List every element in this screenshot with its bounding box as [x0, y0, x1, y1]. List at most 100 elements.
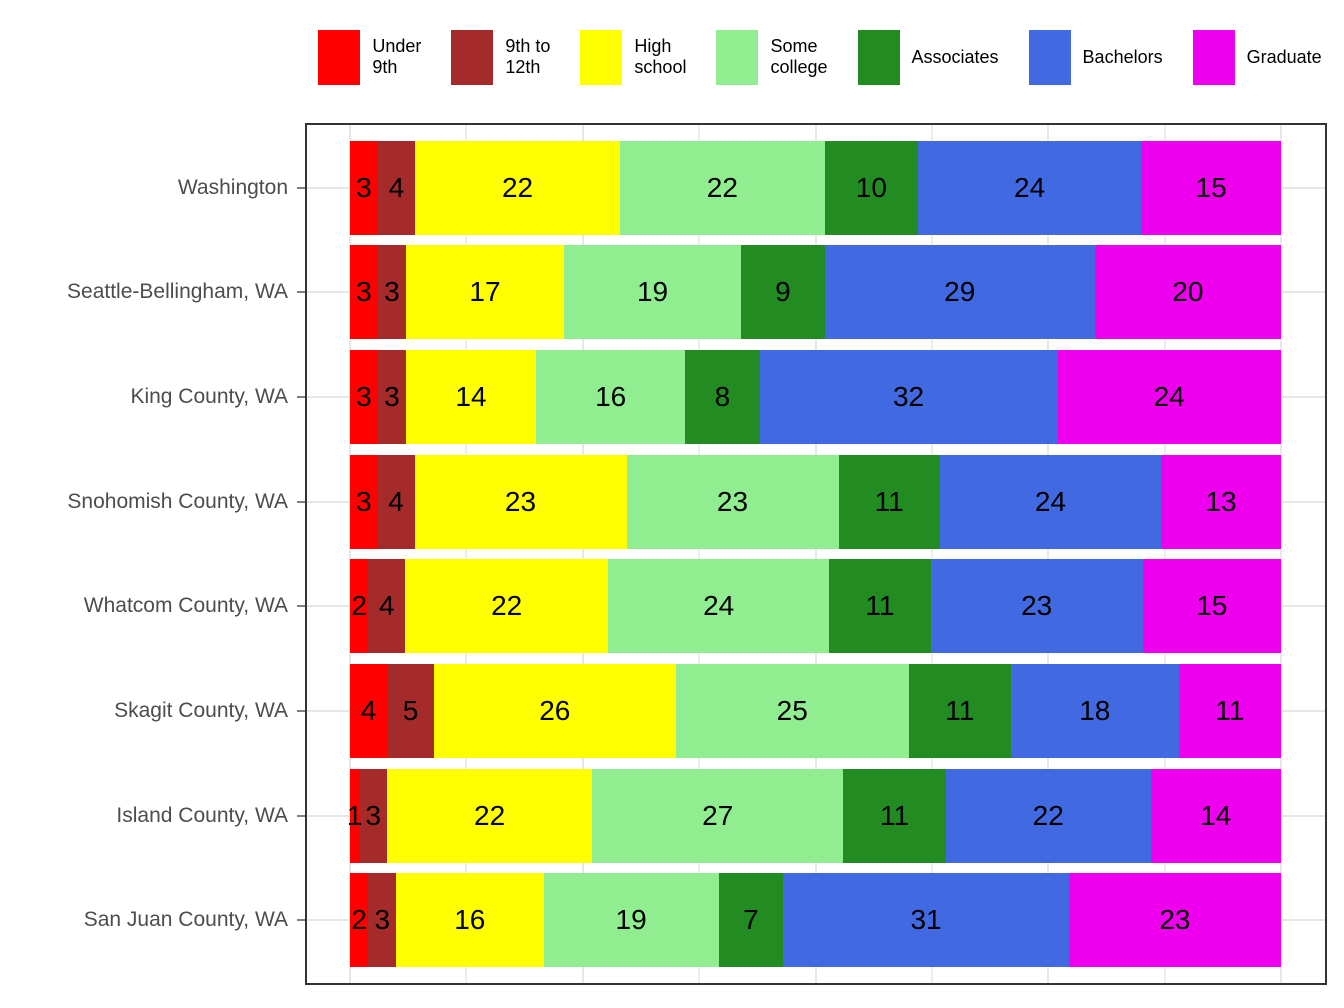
bar-value-label: 14 [1200, 799, 1232, 831]
bar-segment: 3 [359, 768, 388, 863]
y-axis-tick [297, 709, 305, 712]
bar-value-label: 3 [356, 276, 372, 308]
bar-value-label: 24 [1014, 171, 1046, 203]
legend-item-some-college: Some college [716, 29, 828, 85]
bar-value-label: 11 [1215, 694, 1245, 726]
bar-value-label: 23 [1021, 590, 1053, 622]
bar-value-label: 24 [1034, 485, 1067, 517]
gridline-major [1047, 125, 1050, 983]
bar-segment: 26 [433, 663, 676, 759]
legend-swatch [716, 29, 759, 85]
legend-swatch [857, 29, 900, 85]
y-axis-label: Island County, WA [116, 803, 288, 827]
bar-segment: 24 [939, 454, 1162, 549]
bar-segment: 14 [1150, 768, 1281, 863]
bar-value-label: 14 [455, 381, 487, 413]
y-axis-tick [297, 605, 305, 608]
bar-segment: 14 [405, 349, 537, 445]
y-axis-tick [297, 500, 305, 503]
bar-segment: 24 [608, 559, 830, 654]
bar-value-label: 19 [636, 276, 669, 308]
bar-value-label: 11 [865, 590, 895, 622]
bar-segment: 22 [415, 140, 620, 235]
bar-segment: 23 [626, 454, 839, 549]
bar-segment: 15 [1141, 140, 1281, 235]
bar-row-washington: 3 4 22 22 10 24 15 [350, 140, 1281, 235]
bar-value-label: 9 [775, 276, 791, 308]
bar-value-label: 1 [346, 799, 363, 831]
bar-value-label: 23 [1159, 904, 1191, 936]
bar-segment: 3 [377, 245, 406, 340]
bar-value-label: 16 [595, 381, 627, 413]
y-axis-tick [297, 814, 305, 817]
bar-segment: 23 [930, 559, 1143, 654]
bar-segment: 2 [350, 873, 369, 968]
y-axis-tick [297, 291, 305, 294]
legend-swatch [318, 29, 361, 85]
bar-value-label: 2 [351, 590, 367, 622]
bar-value-label: 27 [702, 799, 734, 831]
bar-segment: 9 [740, 245, 825, 340]
bar-segment: 24 [917, 140, 1142, 235]
plot-panel: 3 4 22 22 10 24 15 3 3 17 19 9 29 20 3 3 14 16 8 32 24 3 4 23 23… [305, 123, 1327, 985]
gridline-minor [1163, 125, 1166, 983]
bar-segment: 19 [543, 873, 719, 968]
bar-segment: 11 [838, 454, 940, 549]
bar-segment: 32 [759, 349, 1058, 445]
bar-segment: 11 [1178, 663, 1281, 759]
bar-value-label: 11 [874, 485, 904, 517]
bar-segment: 13 [1161, 454, 1281, 549]
bar-value-label: 3 [356, 171, 372, 203]
bar-value-label: 5 [402, 694, 419, 726]
bar-value-label: 32 [892, 381, 925, 413]
bar-value-label: 22 [1032, 799, 1064, 831]
bar-value-label: 22 [474, 799, 506, 831]
bar-value-label: 24 [703, 590, 735, 622]
bar-segment: 3 [350, 245, 378, 340]
y-axis-tick [297, 919, 305, 922]
bar-row-seattle-bellingham-wa: 3 3 17 19 9 29 20 [350, 245, 1281, 340]
bar-segment: 11 [843, 768, 946, 863]
bar-segment: 2 [350, 559, 369, 654]
legend-swatch [1028, 29, 1071, 85]
gridline-major [349, 125, 351, 983]
bar-value-label: 26 [539, 694, 571, 726]
bar-segment: 4 [377, 140, 416, 235]
bar-value-label: 19 [615, 904, 647, 936]
bar-value-label: 17 [469, 276, 501, 308]
bar-value-label: 18 [1079, 694, 1111, 726]
legend-label: High school [634, 36, 687, 77]
bar-row-snohomish-county-wa: 3 4 23 23 11 24 13 [350, 454, 1281, 549]
bar-segment: 11 [829, 559, 931, 654]
bar-value-label: 22 [501, 171, 534, 203]
legend-item-under-9th: Under 9th [318, 29, 421, 85]
bar-value-label: 4 [388, 171, 405, 203]
y-axis-label: San Juan County, WA [83, 908, 288, 932]
bar-segment: 20 [1094, 245, 1281, 340]
bar-value-label: 29 [944, 276, 976, 308]
y-axis-label: Whatcom County, WA [83, 594, 288, 618]
bar-segment: 4 [350, 663, 388, 759]
gridline-major [1280, 125, 1282, 983]
bar-value-label: 11 [880, 799, 910, 831]
bar-segment: 23 [1068, 873, 1281, 968]
legend-swatch [580, 29, 623, 85]
bar-value-label: 31 [910, 904, 942, 936]
bar-row-island-county-wa: 1 3 22 27 11 22 14 [346, 768, 1281, 863]
bar-value-label: 2 [351, 904, 367, 936]
bar-value-label: 25 [776, 694, 808, 726]
bar-segment: 11 [908, 663, 1011, 759]
bar-segment: 22 [405, 559, 609, 654]
bar-segment: 4 [368, 559, 406, 654]
gridline-major [814, 125, 817, 983]
bar-row-skagit-county-wa: 4 5 26 25 11 18 11 [350, 663, 1281, 759]
chart-legend: Under 9th 9th to 12th High school Some coll… [305, 24, 1335, 90]
bar-segment: 3 [377, 349, 406, 445]
y-axis-label: Snohomish County, WA [67, 489, 288, 513]
bar-segment: 29 [824, 245, 1095, 340]
bar-value-label: 16 [454, 904, 486, 936]
gridline-major [581, 125, 584, 983]
bar-segment: 22 [619, 140, 825, 235]
bar-value-label: 3 [356, 381, 372, 413]
